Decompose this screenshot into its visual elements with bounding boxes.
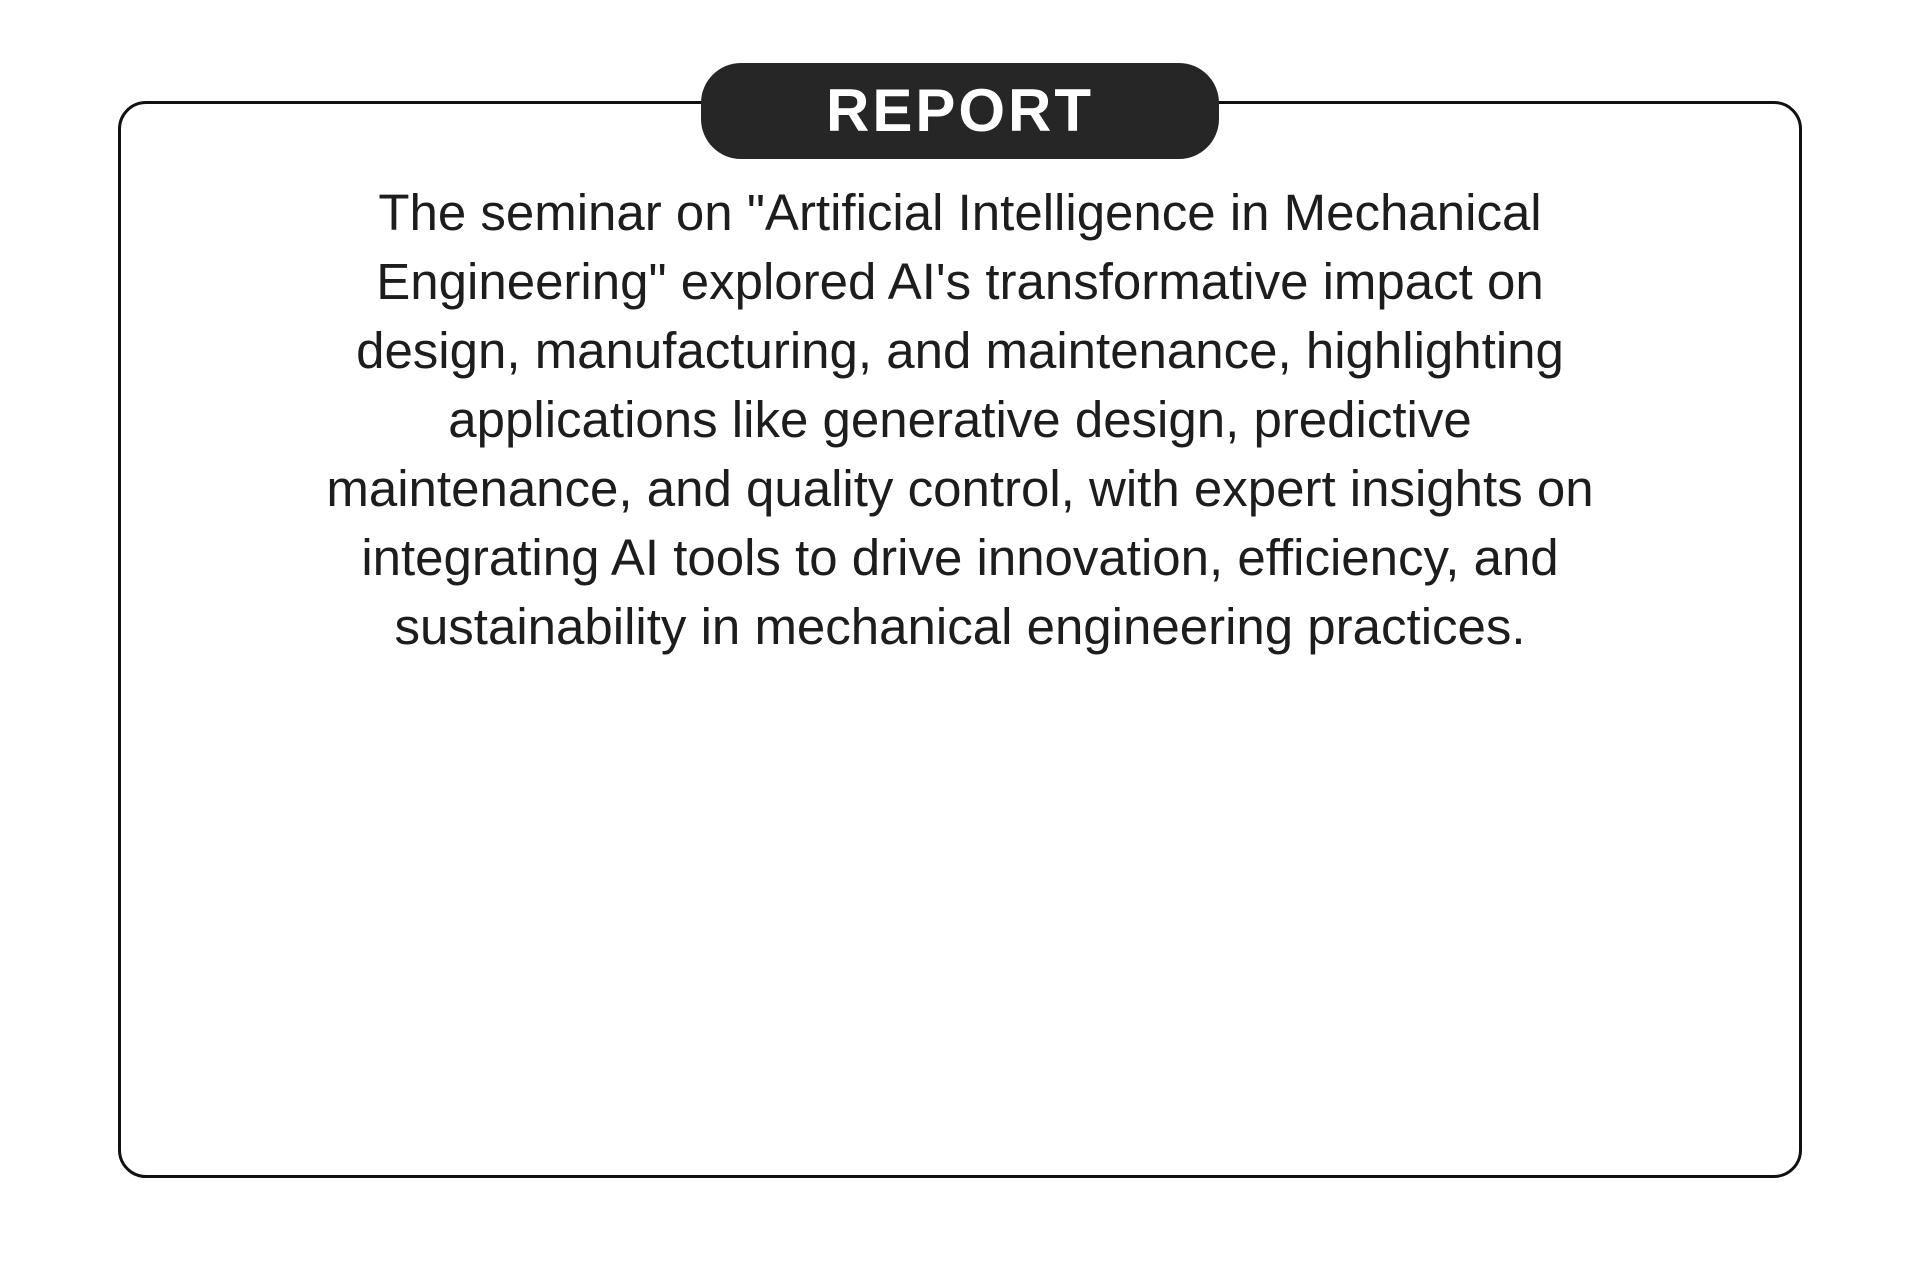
text-line: design, manufacturing, and maintenance, … [356, 322, 1564, 379]
text-line: maintenance, and quality control, with e… [326, 460, 1594, 517]
text-line: integrating AI tools to drive innovation… [361, 529, 1559, 586]
text-line: Engineering" explored AI's transformativ… [376, 253, 1544, 310]
text-line: sustainability in mechanical engineering… [394, 598, 1526, 655]
report-badge: REPORT [701, 63, 1219, 159]
report-card: REPORT The seminar on "Artificial Intell… [118, 63, 1802, 1178]
text-line: applications like generative design, pre… [448, 391, 1472, 448]
report-text: The seminar on "Artificial Intelligence … [150, 178, 1770, 661]
badge-label: REPORT [825, 77, 1095, 144]
text-line: The seminar on "Artificial Intelligence … [378, 184, 1542, 241]
